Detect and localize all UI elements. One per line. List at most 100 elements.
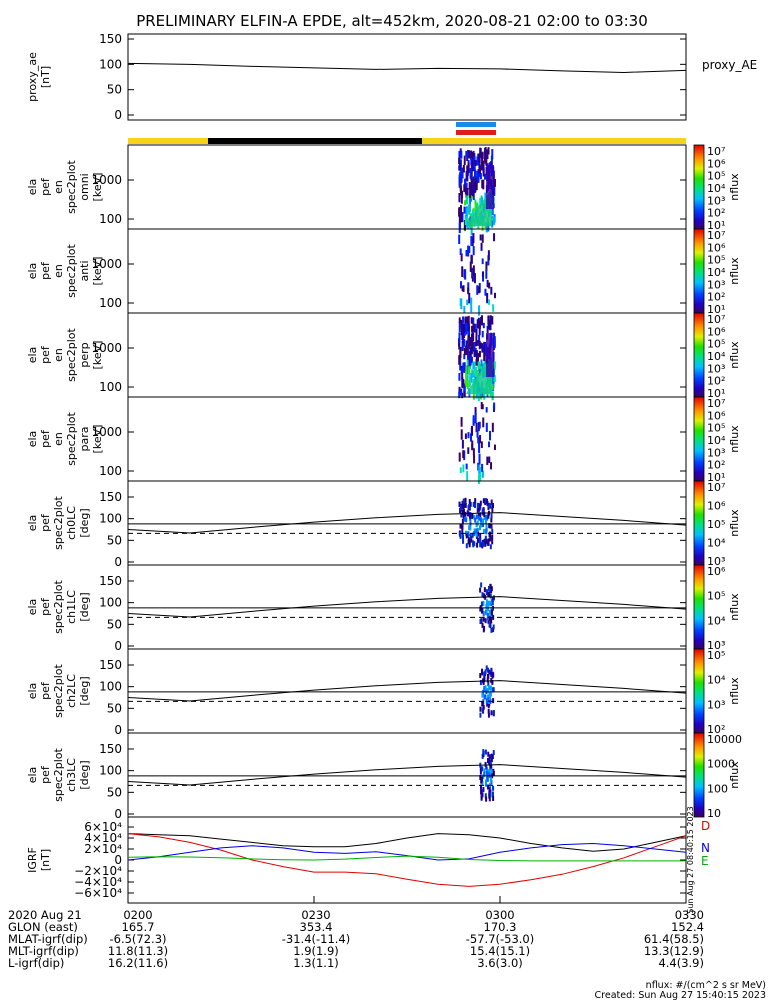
pitch-pixel bbox=[491, 600, 494, 606]
footer-row-label: 2020 Aug 21 bbox=[8, 908, 82, 922]
axis-label: pef bbox=[39, 345, 52, 364]
pitch-pixel bbox=[460, 512, 463, 518]
spectrogram-pixel bbox=[468, 375, 471, 383]
pitch-pixel bbox=[479, 712, 482, 718]
colorbar-tick: 10⁴ bbox=[707, 350, 726, 363]
spectrogram-pixel bbox=[465, 221, 468, 228]
spectrogram-pixel bbox=[463, 305, 466, 314]
axis-label: spec2plot bbox=[52, 748, 65, 802]
pitch-pixel bbox=[473, 514, 476, 520]
spectrogram-pixel bbox=[461, 321, 464, 327]
colorbar-tick: 10⁷ bbox=[707, 481, 725, 494]
spectrogram-pixel bbox=[493, 178, 496, 187]
pitch-pixel bbox=[486, 776, 489, 782]
pitch-pixel bbox=[465, 517, 468, 523]
pitch-pixel bbox=[485, 665, 488, 671]
spectrogram-pixel bbox=[470, 317, 473, 324]
spectrogram-pixel bbox=[468, 358, 471, 367]
spectrogram-pixel bbox=[493, 361, 496, 369]
spectrogram-pixel bbox=[467, 432, 470, 439]
axis-label: anti bbox=[78, 260, 91, 281]
pitch-pixel bbox=[491, 791, 494, 797]
igrf-e-line bbox=[127, 855, 686, 862]
status-bars bbox=[128, 122, 686, 144]
spectrogram-pixel bbox=[472, 233, 475, 244]
pitch-pixel bbox=[472, 501, 475, 507]
colorbar-tick: 10⁵ bbox=[707, 518, 725, 531]
pitch-pixel bbox=[490, 768, 493, 774]
spectrogram-pixel bbox=[474, 182, 477, 193]
spectrogram-pixel bbox=[478, 421, 481, 429]
pitch-pixel bbox=[489, 544, 492, 550]
spectrogram-pixel bbox=[463, 184, 466, 193]
spectrogram-patch bbox=[486, 165, 494, 209]
spectrogram-pixel bbox=[459, 162, 462, 170]
spectrogram-pixel bbox=[475, 328, 478, 337]
footer-value: 1.3(1.1) bbox=[293, 956, 339, 970]
spectrogram-pixel bbox=[488, 430, 491, 441]
pitch-pixel bbox=[488, 622, 491, 628]
axis-label: [keV] bbox=[91, 257, 104, 286]
axis-label: [keV] bbox=[91, 425, 104, 454]
pitch-pixel bbox=[492, 627, 495, 633]
spectrogram-pixel bbox=[469, 196, 472, 207]
spectrogram-pixel bbox=[459, 248, 462, 255]
spectrogram-pixel bbox=[478, 340, 481, 350]
spectrogram-pixel bbox=[473, 392, 476, 400]
spectrogram-pixel bbox=[471, 342, 474, 351]
pitch-pixel bbox=[484, 761, 487, 767]
spectrogram-pixel bbox=[460, 253, 463, 262]
tick-label: −6×10⁴ bbox=[74, 886, 122, 900]
plot-title: PRELIMINARY ELFIN-A EPDE, alt=452km, 202… bbox=[136, 12, 648, 30]
panel-frame bbox=[127, 648, 687, 734]
spectrogram-pixel bbox=[481, 179, 484, 189]
tick-label: 4×10⁴ bbox=[84, 831, 122, 845]
pitch-pixel bbox=[481, 543, 484, 549]
spectrogram-pixel bbox=[481, 345, 484, 353]
spectrogram-pixel bbox=[485, 223, 488, 233]
spectrogram-pixel bbox=[479, 467, 482, 478]
spectrogram-pixel bbox=[464, 380, 467, 386]
pitch-pixel bbox=[462, 538, 465, 544]
colorbar-tick: 10⁷ bbox=[707, 397, 725, 410]
pitch-pixel bbox=[487, 513, 490, 519]
pitch-pixel bbox=[479, 706, 482, 712]
footer-time: 0330 bbox=[675, 908, 704, 922]
pitch-pixel bbox=[484, 669, 487, 675]
spectrogram-pixel bbox=[472, 323, 475, 333]
footer-value: -57.7(-53.0) bbox=[466, 932, 534, 946]
pitch-pixel bbox=[467, 504, 470, 510]
pitch-pixel bbox=[483, 676, 486, 682]
colorbar-tick: 10⁶ bbox=[707, 157, 726, 170]
spectrogram-pixel bbox=[491, 392, 494, 401]
footer-value: 3.6(3.0) bbox=[477, 956, 523, 970]
footer-value: -6.5(72.3) bbox=[109, 932, 166, 946]
spectrogram-pixel bbox=[461, 190, 464, 198]
colorbar-tick: 10⁶ bbox=[707, 500, 726, 513]
colorbar bbox=[693, 648, 705, 734]
pitch-pixel bbox=[492, 672, 495, 678]
colorbar-label: nflux bbox=[728, 509, 741, 537]
spectrogram-pixel bbox=[480, 401, 483, 410]
pitch-pixel bbox=[492, 710, 495, 716]
spectrogram-patch bbox=[486, 333, 494, 377]
footer-value: 4.4(3.9) bbox=[658, 956, 704, 970]
spectrogram-pixel bbox=[474, 412, 477, 424]
igrf-total-line bbox=[127, 833, 687, 852]
pitch-pixel bbox=[480, 784, 483, 790]
pitch-pixel bbox=[492, 624, 495, 630]
colorbar-tick: 10⁷ bbox=[707, 229, 725, 242]
pitch-pixel bbox=[479, 587, 482, 593]
colorbar-tick: 1000 bbox=[707, 758, 735, 771]
pitch-pixel bbox=[473, 502, 476, 508]
spectrogram-pixel bbox=[478, 334, 481, 343]
spectrogram-pixel bbox=[476, 156, 479, 166]
pitch-pixel bbox=[469, 525, 472, 531]
spectrogram-pixel bbox=[458, 208, 461, 217]
spectrogram-pixel bbox=[467, 353, 470, 360]
spectrogram-pixel bbox=[472, 332, 475, 342]
pitch-pixel bbox=[481, 701, 484, 707]
axis-label: perp bbox=[78, 342, 91, 367]
tick-label: 1000 bbox=[91, 425, 122, 439]
